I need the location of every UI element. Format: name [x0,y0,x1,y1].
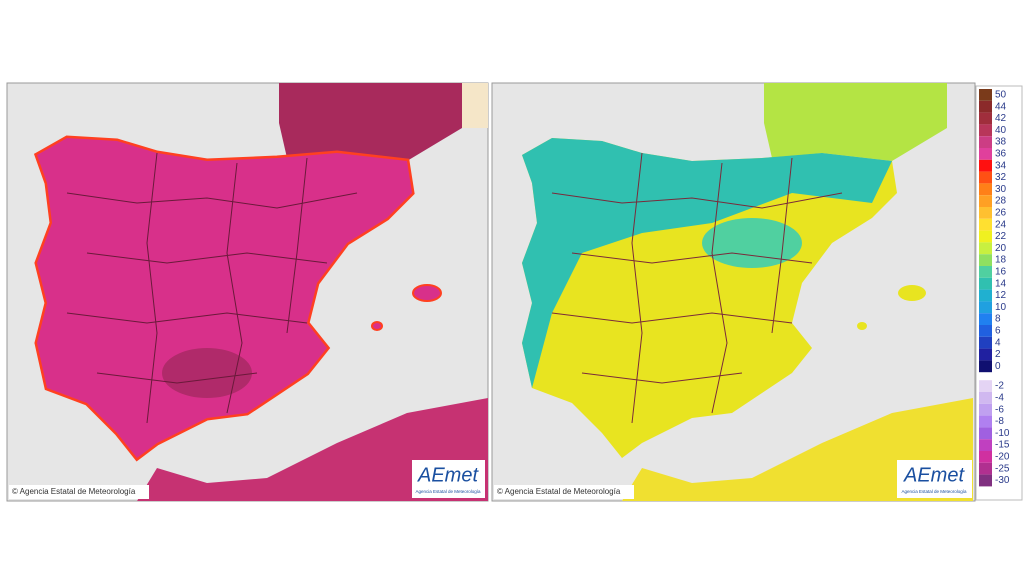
legend-label: 36 [995,149,1007,160]
legend-swatch [979,439,992,451]
legend-swatch [979,254,992,266]
map-panel: © Agencia Estatal de Meteorología AEmet … [491,82,976,502]
legend-label: 32 [995,172,1007,183]
legend-swatch [979,171,992,184]
legend-label: -4 [995,393,1004,404]
legend-swatch [979,242,992,255]
legend-swatch [979,159,992,172]
legend-label: 4 [995,337,1001,348]
legend-label: 38 [995,137,1007,148]
legend-label: 14 [995,278,1007,289]
legend-label: -2 [995,381,1004,392]
legend-swatch [979,313,992,325]
legend-swatch [979,336,992,349]
legend-label: 30 [995,184,1007,195]
legend-label: 6 [995,326,1001,337]
legend-swatch [979,124,992,137]
legend-label: 42 [995,113,1007,124]
legend-swatch [979,325,992,337]
legend-label: -8 [995,416,1004,427]
legend-label: 18 [995,255,1007,266]
legend-swatch [979,277,992,290]
legend-label: 10 [995,302,1007,313]
copyright: © Agencia Estatal de Meteorología [497,487,621,496]
legend-label: 12 [995,290,1007,301]
legend-label: 40 [995,125,1007,136]
legend-swatch [979,348,992,361]
legend-label: -10 [995,428,1010,439]
legend-label: -20 [995,452,1010,463]
legend-label: -30 [995,475,1010,486]
hot-zone [162,348,252,398]
logo-box [412,460,485,498]
legend-swatch [979,451,992,463]
copyright-box [494,485,634,499]
legend-label: 44 [995,101,1007,112]
legend-label: -25 [995,463,1010,474]
legend-swatch [979,360,992,373]
island [412,284,442,302]
legend-swatch [979,89,992,101]
copyright-box [9,485,149,499]
legend-label: 22 [995,231,1007,242]
legend-swatch [979,474,992,487]
legend-label: 50 [995,90,1007,101]
legend-swatch [979,427,992,440]
legend-swatch [979,289,992,302]
legend-swatch [979,380,992,392]
cool-zone [522,138,892,388]
legend: 5044424038363432302826242220181614121086… [975,85,1023,501]
logo: AEmet [903,464,965,486]
legend-label: -6 [995,404,1004,415]
legend-swatch [979,301,992,314]
legend-label: 20 [995,243,1007,254]
logo: AEmet [417,464,479,486]
legend-swatch [979,195,992,207]
legend-label: 0 [995,361,1001,372]
logo-caption: Agencia Estatal de Meteorología [415,489,481,494]
logo-box [897,460,972,498]
legend-swatch [979,148,992,160]
land-outside [462,83,488,128]
island [371,321,383,331]
legend-swatch [979,230,992,243]
logo-caption: Agencia Estatal de Meteorología [901,489,967,494]
legend-swatch [979,462,992,475]
legend-swatch [979,100,992,113]
legend-label: 24 [995,219,1007,230]
legend-swatch [979,403,992,416]
island [857,322,867,330]
legend-swatch [979,266,992,278]
legend-swatch [979,183,992,196]
legend-label: 34 [995,160,1007,171]
legend-swatch [979,415,992,428]
legend-swatch [979,207,992,219]
legend-swatch [979,112,992,125]
legend-swatch [979,218,992,231]
island [898,285,926,301]
legend-swatch [979,392,992,404]
cool-zone [702,218,802,268]
legend-swatch [979,136,992,148]
legend-label: -15 [995,440,1010,451]
legend-label: 28 [995,196,1007,207]
legend-label: 16 [995,267,1007,278]
legend-label: 8 [995,314,1001,325]
legend-label: 2 [995,349,1001,360]
legend-label: 26 [995,208,1007,219]
map-panel: © Agencia Estatal de Meteorología AEmet … [6,82,489,502]
copyright: © Agencia Estatal de Meteorología [12,487,136,496]
